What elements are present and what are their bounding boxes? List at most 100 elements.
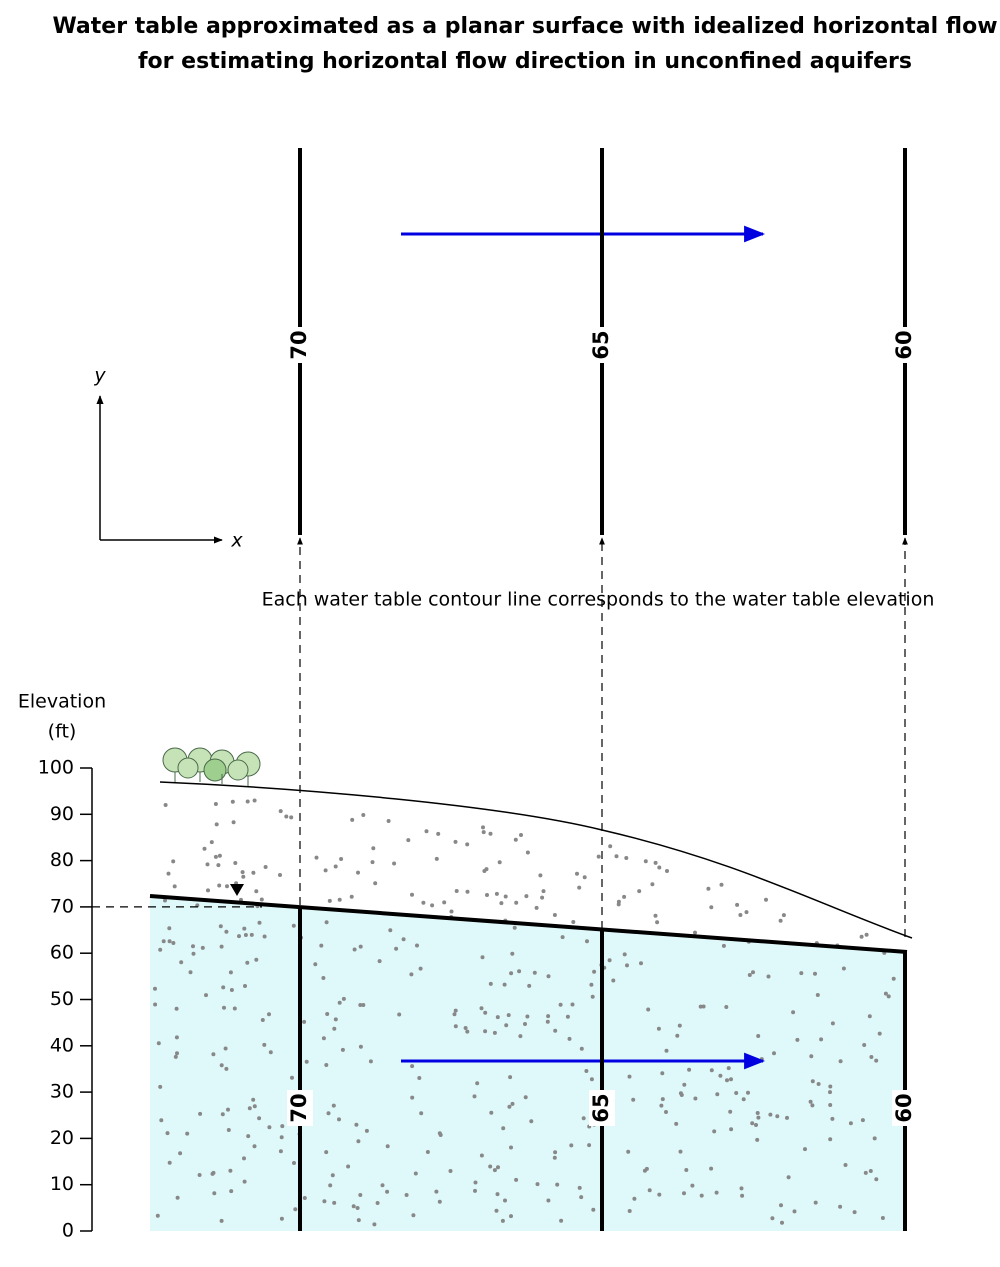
dot — [659, 1103, 664, 1108]
dot — [472, 1094, 477, 1099]
dot — [153, 986, 157, 991]
dot — [394, 946, 399, 951]
dot — [171, 941, 176, 945]
dot — [230, 799, 235, 804]
dot — [293, 1207, 298, 1212]
dot — [830, 1021, 835, 1026]
dot — [712, 1129, 717, 1134]
dot — [205, 862, 210, 867]
dot — [880, 1216, 885, 1220]
dot — [247, 1106, 252, 1111]
dot — [677, 1023, 682, 1028]
dot — [191, 944, 195, 949]
dot — [280, 1124, 285, 1129]
dot — [252, 1104, 257, 1109]
dot — [263, 865, 268, 869]
dot — [647, 1188, 652, 1193]
dot — [240, 870, 245, 875]
dot — [479, 1006, 484, 1011]
dot — [546, 1014, 551, 1019]
dot — [585, 939, 589, 944]
dot — [489, 1110, 494, 1115]
dot — [699, 1193, 704, 1198]
dot — [559, 1218, 564, 1223]
dot — [678, 1149, 683, 1154]
dot — [653, 860, 658, 865]
dot — [213, 802, 218, 806]
contour-label: 60 — [892, 330, 916, 359]
dot — [738, 913, 743, 917]
dot — [553, 1028, 558, 1033]
dot — [874, 1177, 879, 1182]
dot — [278, 809, 283, 814]
dot — [660, 1071, 665, 1076]
dot — [324, 920, 329, 925]
dot — [718, 1073, 723, 1078]
dot — [225, 884, 229, 889]
dot — [565, 1014, 570, 1019]
dot — [799, 971, 804, 976]
dot — [257, 1116, 262, 1121]
dot — [485, 893, 489, 897]
x-axis-label: x — [230, 530, 243, 552]
dot — [714, 1190, 719, 1195]
dot — [828, 1103, 833, 1107]
water-table-marker — [230, 884, 244, 896]
elevation-tick-label: 50 — [50, 988, 74, 1010]
dot — [577, 885, 582, 890]
dot — [864, 932, 869, 937]
dot — [242, 926, 247, 931]
dot — [251, 1097, 256, 1102]
dot — [388, 928, 393, 933]
dot — [693, 1096, 698, 1101]
dot — [167, 939, 172, 944]
dot — [373, 881, 378, 886]
dot — [632, 1196, 637, 1201]
title-line: Water table approximated as a planar sur… — [52, 14, 997, 39]
dot — [361, 813, 366, 817]
dot — [622, 952, 627, 957]
dot — [872, 1136, 877, 1141]
elevation-label: (ft) — [48, 721, 77, 743]
dot — [523, 1095, 528, 1100]
dot — [217, 853, 222, 858]
dot — [417, 1076, 422, 1080]
dot — [724, 1005, 729, 1009]
dot — [221, 985, 226, 990]
dot — [656, 1026, 661, 1031]
dot — [792, 1209, 797, 1214]
dot — [587, 1143, 592, 1148]
dot — [202, 846, 207, 851]
dot — [815, 993, 820, 997]
dot — [795, 1037, 800, 1042]
dot — [262, 934, 267, 939]
dot — [584, 1069, 589, 1073]
dot — [153, 1002, 158, 1007]
dot — [838, 1204, 843, 1209]
dot — [174, 1006, 179, 1011]
dot — [324, 1063, 329, 1067]
dot — [494, 1208, 499, 1213]
dot — [538, 873, 543, 878]
dot — [653, 913, 658, 918]
dot — [304, 1059, 309, 1064]
dot — [434, 1189, 439, 1194]
dot — [862, 1043, 867, 1047]
dot — [764, 897, 768, 902]
dot — [212, 1191, 217, 1196]
dot — [642, 1168, 647, 1173]
dot — [437, 1199, 442, 1204]
elevation-tick-label: 100 — [38, 757, 74, 779]
dot — [337, 1000, 342, 1005]
title-line: for estimating horizontal flow direction… — [138, 49, 912, 74]
dot — [262, 1042, 267, 1047]
dot — [569, 1143, 574, 1148]
dot — [424, 829, 429, 834]
dot — [279, 1216, 284, 1221]
dot — [500, 1218, 505, 1223]
dot — [510, 1101, 515, 1106]
dot — [332, 1200, 337, 1205]
elevation-tick-label: 60 — [50, 942, 74, 964]
dot — [356, 1139, 361, 1144]
dot — [589, 982, 594, 987]
